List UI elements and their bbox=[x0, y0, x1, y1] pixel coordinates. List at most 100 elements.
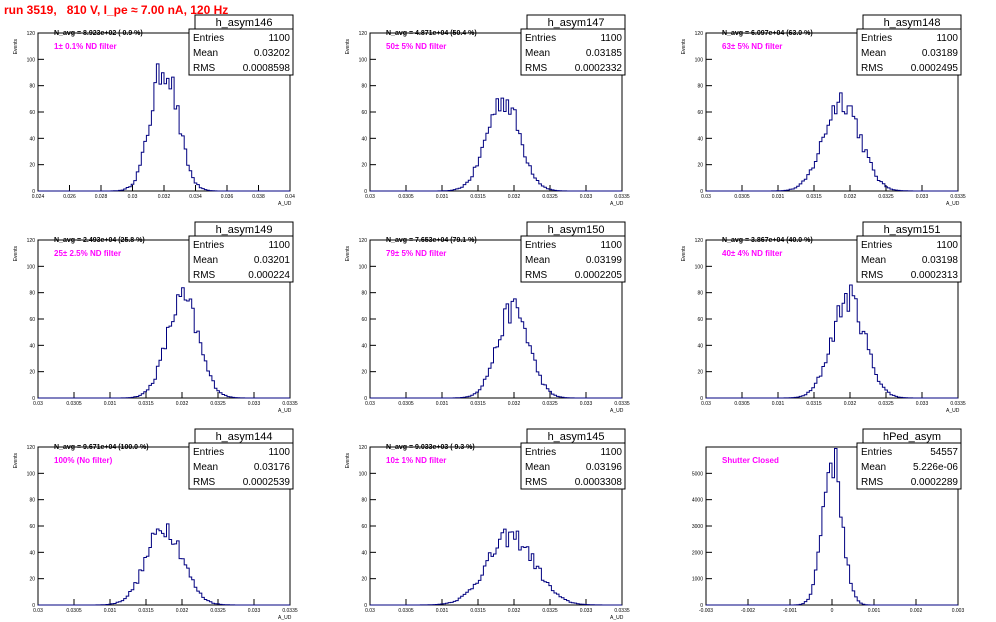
x-tick-label: 0.0325 bbox=[878, 401, 894, 407]
x-tick-label: 0.0315 bbox=[806, 194, 822, 200]
y-tick-label: 120 bbox=[27, 31, 36, 37]
stats-value: 0.03199 bbox=[586, 255, 623, 266]
y-tick-label: 20 bbox=[361, 163, 367, 169]
y-tick-label: 20 bbox=[29, 163, 35, 169]
stats-label: Entries bbox=[193, 33, 224, 44]
x-tick-label: 0.03 bbox=[365, 608, 375, 614]
y-tick-label: 100 bbox=[27, 471, 36, 477]
x-axis-label: A_UD bbox=[610, 408, 624, 414]
x-tick-label: 0.04 bbox=[285, 194, 295, 200]
stats-label: Mean bbox=[861, 462, 886, 473]
stats-value: 0.0002313 bbox=[911, 270, 959, 281]
stats-box bbox=[520, 28, 626, 76]
x-tick-label: 0.034 bbox=[189, 194, 202, 200]
x-tick-label: 0 bbox=[831, 608, 834, 614]
x-tick-label: 0.028 bbox=[95, 194, 108, 200]
x-tick-label: 0.032 bbox=[844, 194, 857, 200]
x-tick-label: 0.0335 bbox=[282, 401, 298, 407]
y-tick-label: 0 bbox=[700, 396, 703, 402]
y-tick-label: 20 bbox=[361, 577, 367, 583]
y-tick-label: 60 bbox=[361, 524, 367, 530]
y-tick-label: 20 bbox=[29, 577, 35, 583]
y-tick-label: 40 bbox=[29, 343, 35, 349]
n-avg-label: N_avg = 9.033e+03 ( 9.3 %) bbox=[386, 444, 475, 451]
stats-box bbox=[188, 442, 294, 490]
x-tick-label: 0.0315 bbox=[470, 401, 486, 407]
x-tick-label: 0.0315 bbox=[470, 608, 486, 614]
x-tick-label: 0.0315 bbox=[138, 608, 154, 614]
y-tick-label: 2000 bbox=[692, 550, 703, 556]
x-tick-label: -0.001 bbox=[783, 608, 797, 614]
y-tick-label: 0 bbox=[364, 396, 367, 402]
stats-label: Entries bbox=[525, 240, 556, 251]
stats-box bbox=[188, 28, 294, 76]
y-tick-label: 80 bbox=[29, 84, 35, 90]
n-avg-label: N_avg = 8.923e+02 ( 0.9 %) bbox=[54, 30, 143, 37]
x-tick-label: 0.026 bbox=[63, 194, 76, 200]
x-tick-label: 0.033 bbox=[580, 608, 593, 614]
x-tick-label: 0.0305 bbox=[398, 194, 414, 200]
y-tick-label: 100 bbox=[359, 264, 368, 270]
x-tick-label: 0.031 bbox=[772, 194, 785, 200]
x-tick-label: 0.0325 bbox=[878, 194, 894, 200]
stats-label: Mean bbox=[525, 48, 550, 59]
stats-value: 0.03198 bbox=[922, 255, 959, 266]
stats-box bbox=[856, 28, 962, 76]
histogram-series bbox=[370, 97, 622, 192]
y-tick-label: 3000 bbox=[692, 524, 703, 530]
stats-label: Mean bbox=[193, 462, 218, 473]
stats-label: Mean bbox=[861, 48, 886, 59]
stats-value: 0.03176 bbox=[254, 462, 291, 473]
stats-box bbox=[520, 235, 626, 283]
y-tick-label: 100 bbox=[27, 264, 36, 270]
y-tick-label: 1000 bbox=[692, 577, 703, 583]
stats-value: 1100 bbox=[600, 447, 622, 458]
y-tick-label: 20 bbox=[697, 163, 703, 169]
stats-value: 0.0002289 bbox=[911, 477, 959, 488]
filter-note: 1± 0.1% ND filter bbox=[54, 42, 117, 51]
stats-label: Entries bbox=[525, 447, 556, 458]
filter-note: 50± 5% ND filter bbox=[386, 42, 446, 51]
x-axis-label: A_UD bbox=[278, 408, 292, 414]
x-tick-label: 0.031 bbox=[104, 401, 117, 407]
y-tick-label: 40 bbox=[697, 343, 703, 349]
x-tick-label: 0.0305 bbox=[398, 401, 414, 407]
y-tick-label: 120 bbox=[695, 31, 704, 37]
x-tick-label: 0.032 bbox=[508, 401, 521, 407]
x-tick-label: 0.03 bbox=[128, 194, 138, 200]
filter-note: 79± 5% ND filter bbox=[386, 249, 446, 258]
stats-label: Mean bbox=[861, 255, 886, 266]
x-tick-label: 0.0305 bbox=[734, 401, 750, 407]
y-tick-label: 40 bbox=[29, 550, 35, 556]
stats-value: 0.000224 bbox=[248, 270, 290, 281]
hist-title: h_asym147 bbox=[548, 17, 605, 29]
stats-label: RMS bbox=[861, 477, 884, 488]
stats-value: 1100 bbox=[600, 33, 622, 44]
stats-value: 1100 bbox=[268, 240, 290, 251]
x-tick-label: 0.0335 bbox=[950, 401, 966, 407]
stats-box bbox=[856, 235, 962, 283]
stats-value: 1100 bbox=[936, 33, 958, 44]
x-tick-label: 0.0335 bbox=[614, 401, 630, 407]
y-axis-label: Events bbox=[681, 246, 687, 262]
stats-value: 0.03202 bbox=[254, 48, 291, 59]
stats-label: RMS bbox=[525, 477, 548, 488]
stats-label: RMS bbox=[525, 63, 548, 74]
x-tick-label: 0.0305 bbox=[66, 608, 82, 614]
x-tick-label: 0.033 bbox=[580, 194, 593, 200]
x-tick-label: 0.032 bbox=[176, 608, 189, 614]
y-tick-label: 120 bbox=[27, 238, 36, 244]
stats-value: 0.03196 bbox=[586, 462, 623, 473]
stats-label: Entries bbox=[193, 240, 224, 251]
n-avg-label: N_avg = 4.871e+04 (50.4 %) bbox=[386, 30, 477, 37]
y-tick-label: 120 bbox=[695, 238, 704, 244]
x-tick-label: 0.0305 bbox=[66, 401, 82, 407]
filter-note: Shutter Closed bbox=[722, 456, 779, 465]
x-tick-label: 0.0315 bbox=[138, 401, 154, 407]
y-tick-label: 0 bbox=[32, 189, 35, 195]
x-axis-label: A_UD bbox=[946, 201, 960, 207]
histogram-series bbox=[38, 287, 290, 399]
histogram-series bbox=[370, 528, 622, 606]
x-tick-label: 0.0305 bbox=[734, 194, 750, 200]
y-tick-label: 100 bbox=[359, 57, 368, 63]
